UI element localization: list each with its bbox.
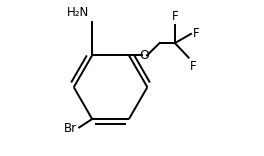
Text: Br: Br: [64, 122, 77, 135]
Text: H₂N: H₂N: [67, 6, 89, 19]
Text: F: F: [190, 60, 197, 73]
Text: O: O: [139, 49, 149, 62]
Text: F: F: [193, 27, 200, 40]
Text: F: F: [172, 10, 178, 23]
